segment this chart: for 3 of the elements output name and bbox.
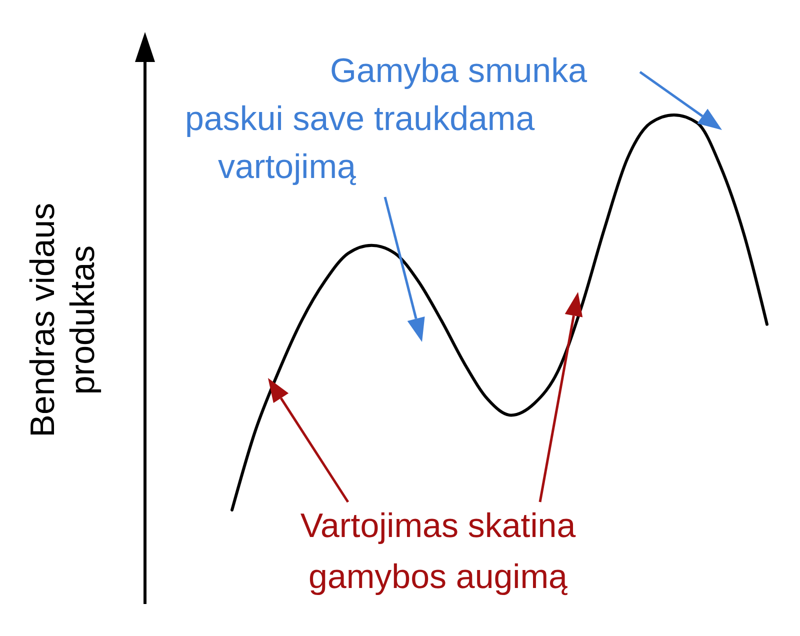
annotation: Vartojimas skatina gamybos augimą: [300, 507, 576, 596]
annotation: Gamyba smunka paskui save traukdama vartojimą: [185, 52, 588, 186]
y-axis-title: Bendras vidaus produktas: [24, 202, 102, 438]
